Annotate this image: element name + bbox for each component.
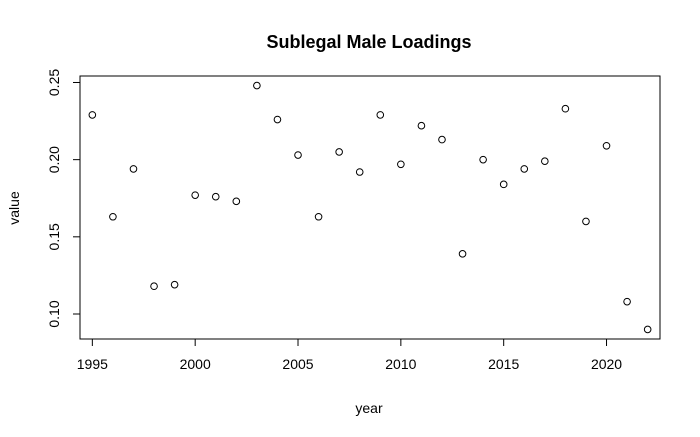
x-tick-label: 2010 <box>385 356 416 372</box>
chart-title: Sublegal Male Loadings <box>266 32 471 52</box>
data-point <box>232 197 241 206</box>
data-point <box>170 280 179 289</box>
x-axis-label: year <box>355 400 383 416</box>
data-point <box>602 141 611 150</box>
y-axis: 0.10 0.15 0.20 0.25 <box>46 69 81 328</box>
data-point <box>623 297 631 306</box>
data-point <box>88 111 97 119</box>
data-point <box>314 212 323 221</box>
data-point <box>417 121 426 130</box>
data-points <box>88 81 652 334</box>
data-point <box>129 165 138 173</box>
data-point <box>253 81 261 90</box>
x-tick-label: 1995 <box>77 356 108 372</box>
data-point <box>335 148 343 156</box>
x-tick-label: 2000 <box>180 356 211 372</box>
data-point <box>109 212 117 221</box>
data-point <box>479 155 487 164</box>
data-point <box>273 115 282 124</box>
plot-frame <box>79 75 661 340</box>
data-point <box>191 191 199 199</box>
data-point <box>150 282 158 291</box>
x-tick-label: 2005 <box>282 356 313 372</box>
data-point <box>499 180 508 189</box>
y-tick-label: 0.20 <box>46 146 62 173</box>
data-point <box>561 104 570 113</box>
y-axis-label: value <box>6 191 22 225</box>
x-axis: 1995 2000 2005 2010 2015 2020 <box>77 338 622 372</box>
data-point <box>376 111 385 119</box>
data-point <box>294 151 302 159</box>
data-point <box>520 165 529 173</box>
y-tick-label: 0.10 <box>46 300 62 327</box>
data-point <box>211 192 220 201</box>
data-point <box>582 217 590 226</box>
x-tick-label: 2020 <box>591 356 622 372</box>
data-point <box>643 325 652 334</box>
data-point <box>355 168 364 176</box>
data-point <box>541 157 549 165</box>
y-tick-label: 0.25 <box>46 69 62 96</box>
data-point <box>458 250 467 258</box>
y-tick-label: 0.15 <box>46 223 62 250</box>
x-tick-label: 2015 <box>488 356 519 372</box>
data-point <box>397 160 405 169</box>
data-point <box>438 135 446 144</box>
